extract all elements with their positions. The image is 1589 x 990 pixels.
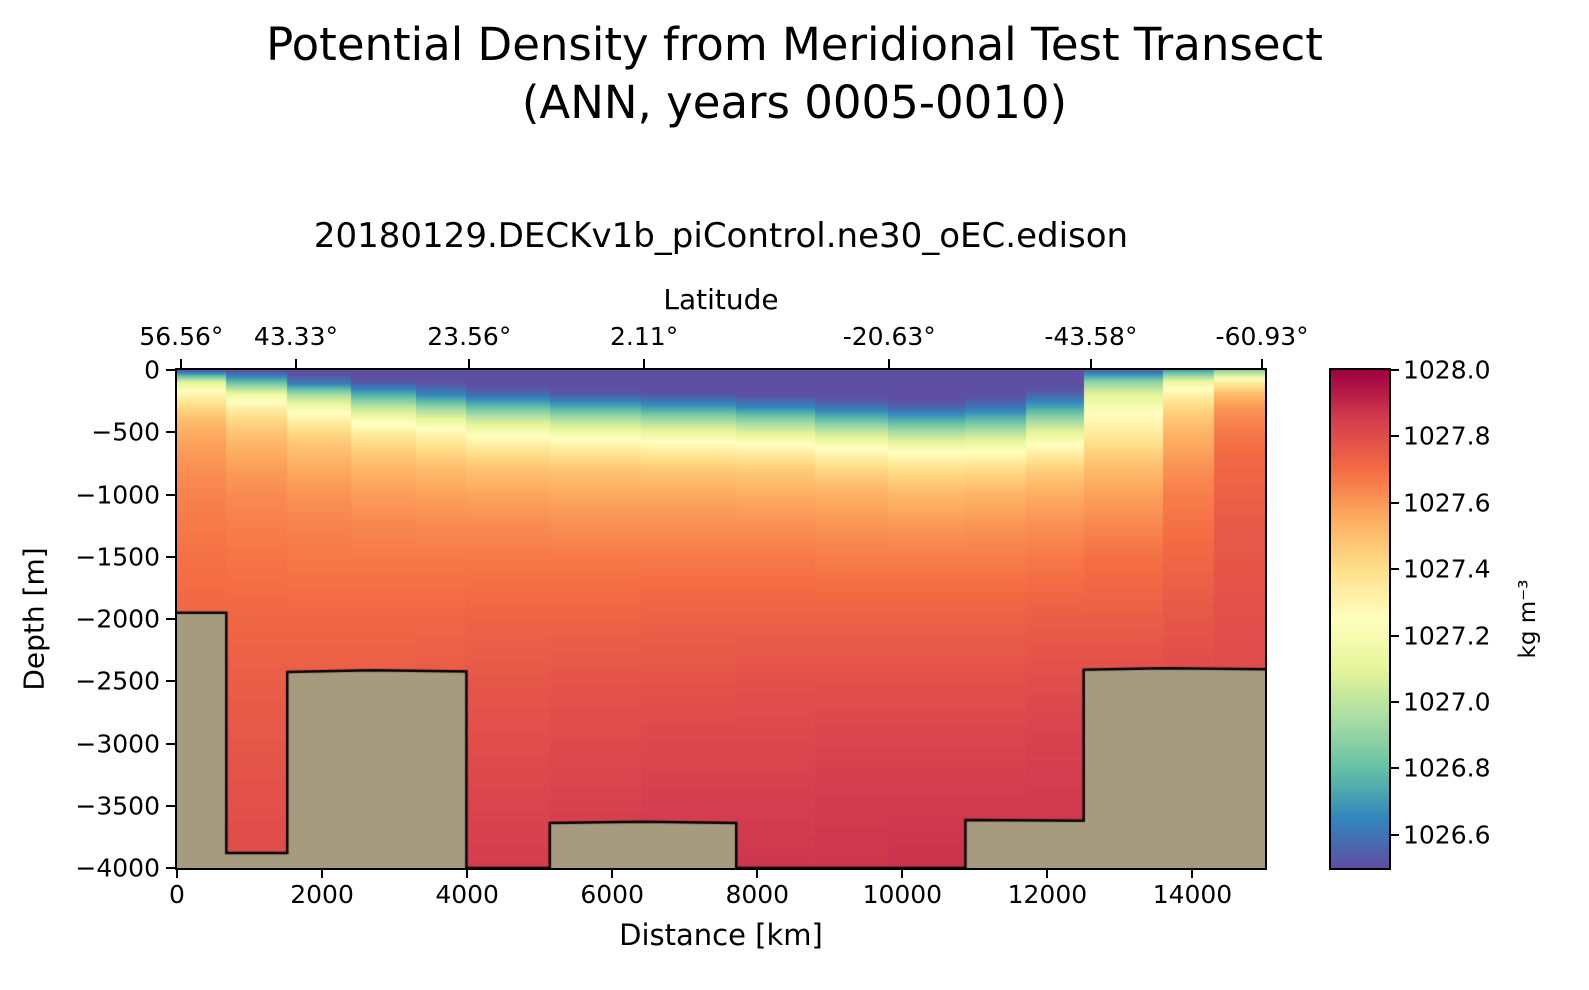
- latitude-tick-mark: [888, 359, 891, 368]
- depth-tick-mark: [166, 431, 175, 434]
- depth-tick-label: −2500: [75, 666, 160, 696]
- depth-tick-label: −500: [91, 417, 160, 447]
- latitude-tick-mark: [643, 359, 646, 368]
- x-tick-label: 6000: [580, 880, 644, 909]
- colorbar-tick-mark: [1391, 701, 1399, 703]
- colorbar-tick-mark: [1391, 435, 1399, 438]
- x-tick-mark: [756, 870, 759, 878]
- latitude-tick-label: 56.56°: [139, 322, 224, 351]
- colorbar-tick-label: 1027.4: [1403, 554, 1491, 584]
- depth-tick-label: −1500: [75, 542, 160, 572]
- colorbar-tick-mark: [1391, 501, 1399, 504]
- colorbar-tick-label: 1026.6: [1403, 820, 1491, 850]
- depth-tick-mark: [166, 369, 175, 371]
- latitude-tick-mark: [180, 359, 183, 368]
- x-tick-label: 8000: [725, 880, 790, 909]
- distance-axis-label: Distance [km]: [619, 918, 823, 952]
- latitude-tick-mark: [468, 359, 471, 368]
- colorbar-tick-label: 1026.8: [1403, 753, 1491, 783]
- colorbar-canvas: [1331, 370, 1389, 868]
- x-tick-label: 2000: [290, 880, 354, 909]
- latitude-tick-mark: [294, 359, 297, 368]
- x-tick-label: 10000: [862, 880, 943, 909]
- depth-tick-label: −4000: [75, 853, 160, 883]
- depth-axis-label: Depth [m]: [17, 547, 51, 691]
- latitude-tick-label: 23.56°: [427, 322, 512, 351]
- chart-subtitle: 20180129.DECKv1b_piControl.ne30_oEC.edis…: [313, 216, 1129, 256]
- depth-tick-mark: [166, 493, 175, 496]
- chart-title: Potential Density from Meridional Test T…: [0, 16, 1589, 131]
- x-tick-label: 12000: [1007, 880, 1088, 909]
- latitude-tick-mark: [1089, 359, 1092, 368]
- latitude-tick-mark: [1261, 359, 1264, 368]
- colorbar-tick-mark: [1391, 767, 1399, 770]
- latitude-tick-label: -43.58°: [1044, 322, 1138, 351]
- depth-tick-mark: [166, 867, 175, 869]
- x-tick-label: 14000: [1152, 880, 1233, 909]
- latitude-tick-label: 2.11°: [610, 322, 679, 351]
- latitude-axis-label: Latitude: [663, 283, 779, 316]
- colorbar-tick-label: 1028.0: [1403, 355, 1491, 385]
- x-tick-mark: [901, 870, 904, 878]
- colorbar-tick-label: 1027.2: [1403, 621, 1491, 651]
- colorbar-tick-mark: [1391, 634, 1399, 637]
- depth-tick-label: −1000: [75, 480, 160, 509]
- x-tick-label: 4000: [435, 880, 499, 909]
- depth-tick-mark: [166, 680, 175, 683]
- depth-tick-label: −2000: [75, 604, 160, 634]
- x-tick-mark: [1046, 870, 1049, 878]
- colorbar-tick-label: 1027.0: [1403, 687, 1491, 717]
- depth-tick-mark: [166, 742, 175, 745]
- colorbar-unit-label: kg m⁻³: [1515, 579, 1541, 659]
- depth-tick-label: 0: [144, 355, 160, 385]
- colorbar-tick-mark: [1391, 568, 1399, 571]
- depth-tick-mark: [166, 618, 175, 620]
- depth-tick-mark: [166, 804, 175, 807]
- x-tick-mark: [176, 870, 178, 878]
- x-tick-mark: [1191, 870, 1194, 878]
- colorbar-tick-label: 1027.6: [1403, 488, 1491, 518]
- latitude-tick-label: -60.93°: [1215, 322, 1309, 351]
- colorbar-tick-label: 1027.8: [1403, 421, 1491, 451]
- colorbar-tick-mark: [1391, 833, 1399, 836]
- depth-tick-label: −3500: [75, 791, 160, 821]
- latitude-tick-label: -20.63°: [842, 322, 936, 351]
- colorbar-tick-mark: [1391, 369, 1399, 371]
- x-tick-mark: [466, 870, 469, 878]
- chart-title-line2: (ANN, years 0005-0010): [521, 75, 1068, 129]
- x-tick-mark: [611, 870, 614, 878]
- chart-title-line1: Potential Density from Meridional Test T…: [266, 18, 1323, 71]
- x-tick-label: 0: [169, 880, 185, 909]
- latitude-tick-label: 43.33°: [253, 322, 338, 351]
- depth-tick-mark: [166, 555, 175, 558]
- x-tick-mark: [321, 870, 324, 878]
- depth-tick-label: −3000: [75, 729, 160, 758]
- transect-heatmap-canvas: [177, 370, 1265, 868]
